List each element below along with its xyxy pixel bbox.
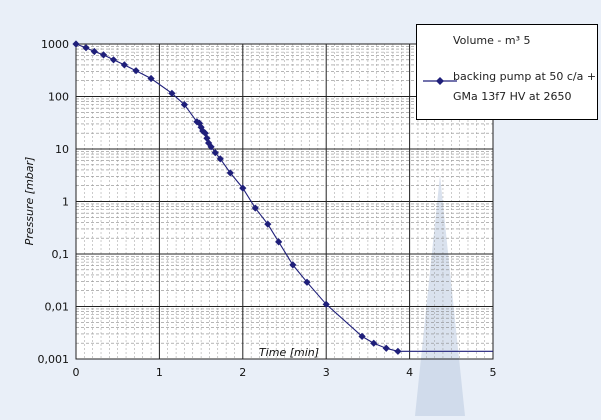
x-tick-label: 3 — [323, 366, 330, 379]
data-point — [72, 40, 80, 48]
y-tick-label: 0,01 — [45, 301, 70, 314]
data-point — [168, 89, 176, 97]
data-point — [322, 300, 330, 308]
x-tick-label: 2 — [239, 366, 246, 379]
x-tick-label: 1 — [156, 366, 163, 379]
y-tick-label: 100 — [48, 91, 69, 104]
y-tick-label: 0,001 — [38, 353, 70, 366]
data-point — [226, 169, 234, 177]
data-point — [109, 56, 118, 64]
legend-entry-line-2: GMa 13f7 HV at 2650 — [453, 90, 572, 103]
data-point — [358, 332, 366, 340]
x-tick-label: 0 — [73, 366, 80, 379]
data-point — [207, 143, 215, 151]
y-tick-label: 0,1 — [52, 248, 70, 261]
data-point — [251, 204, 259, 212]
data-point — [239, 184, 247, 192]
plot-border — [75, 43, 494, 360]
legend-title: Volume - m³ 5 — [453, 34, 531, 47]
data-point — [82, 44, 90, 52]
legend-series-swatch — [423, 77, 457, 85]
data-point — [216, 155, 224, 163]
legend-entry-line-1: backing pump at 50 c/a + — [453, 70, 597, 83]
data-point — [99, 51, 108, 59]
data-point — [394, 347, 402, 355]
legend: Volume - m³ 5 backing pump at 50 c/a + G… — [416, 24, 598, 120]
data-point — [289, 261, 297, 269]
data-point — [211, 149, 219, 157]
series-group — [72, 40, 493, 355]
tick-labels: 0 1 2 3 4 5 1000 100 10 1 0,1 0,01 0,001 — [38, 38, 497, 379]
data-point — [264, 220, 272, 228]
data-point — [132, 67, 140, 75]
data-point — [180, 101, 189, 109]
data-point — [275, 238, 283, 246]
data-point — [147, 74, 155, 83]
x-tick-label: 5 — [490, 366, 497, 379]
data-point — [90, 47, 98, 56]
watermark-shape — [415, 175, 465, 416]
y-tick-label: 1000 — [41, 38, 69, 51]
y-axis-label: Pressure [mbar] — [23, 157, 36, 246]
x-tick-label: 4 — [406, 366, 413, 379]
y-tick-label: 10 — [55, 143, 69, 156]
data-point — [303, 278, 311, 286]
data-point — [370, 339, 378, 347]
y-tick-label: 1 — [62, 196, 69, 209]
data-point — [120, 61, 128, 69]
data-point — [382, 344, 390, 352]
x-axis-label: Time [min] — [259, 346, 319, 359]
